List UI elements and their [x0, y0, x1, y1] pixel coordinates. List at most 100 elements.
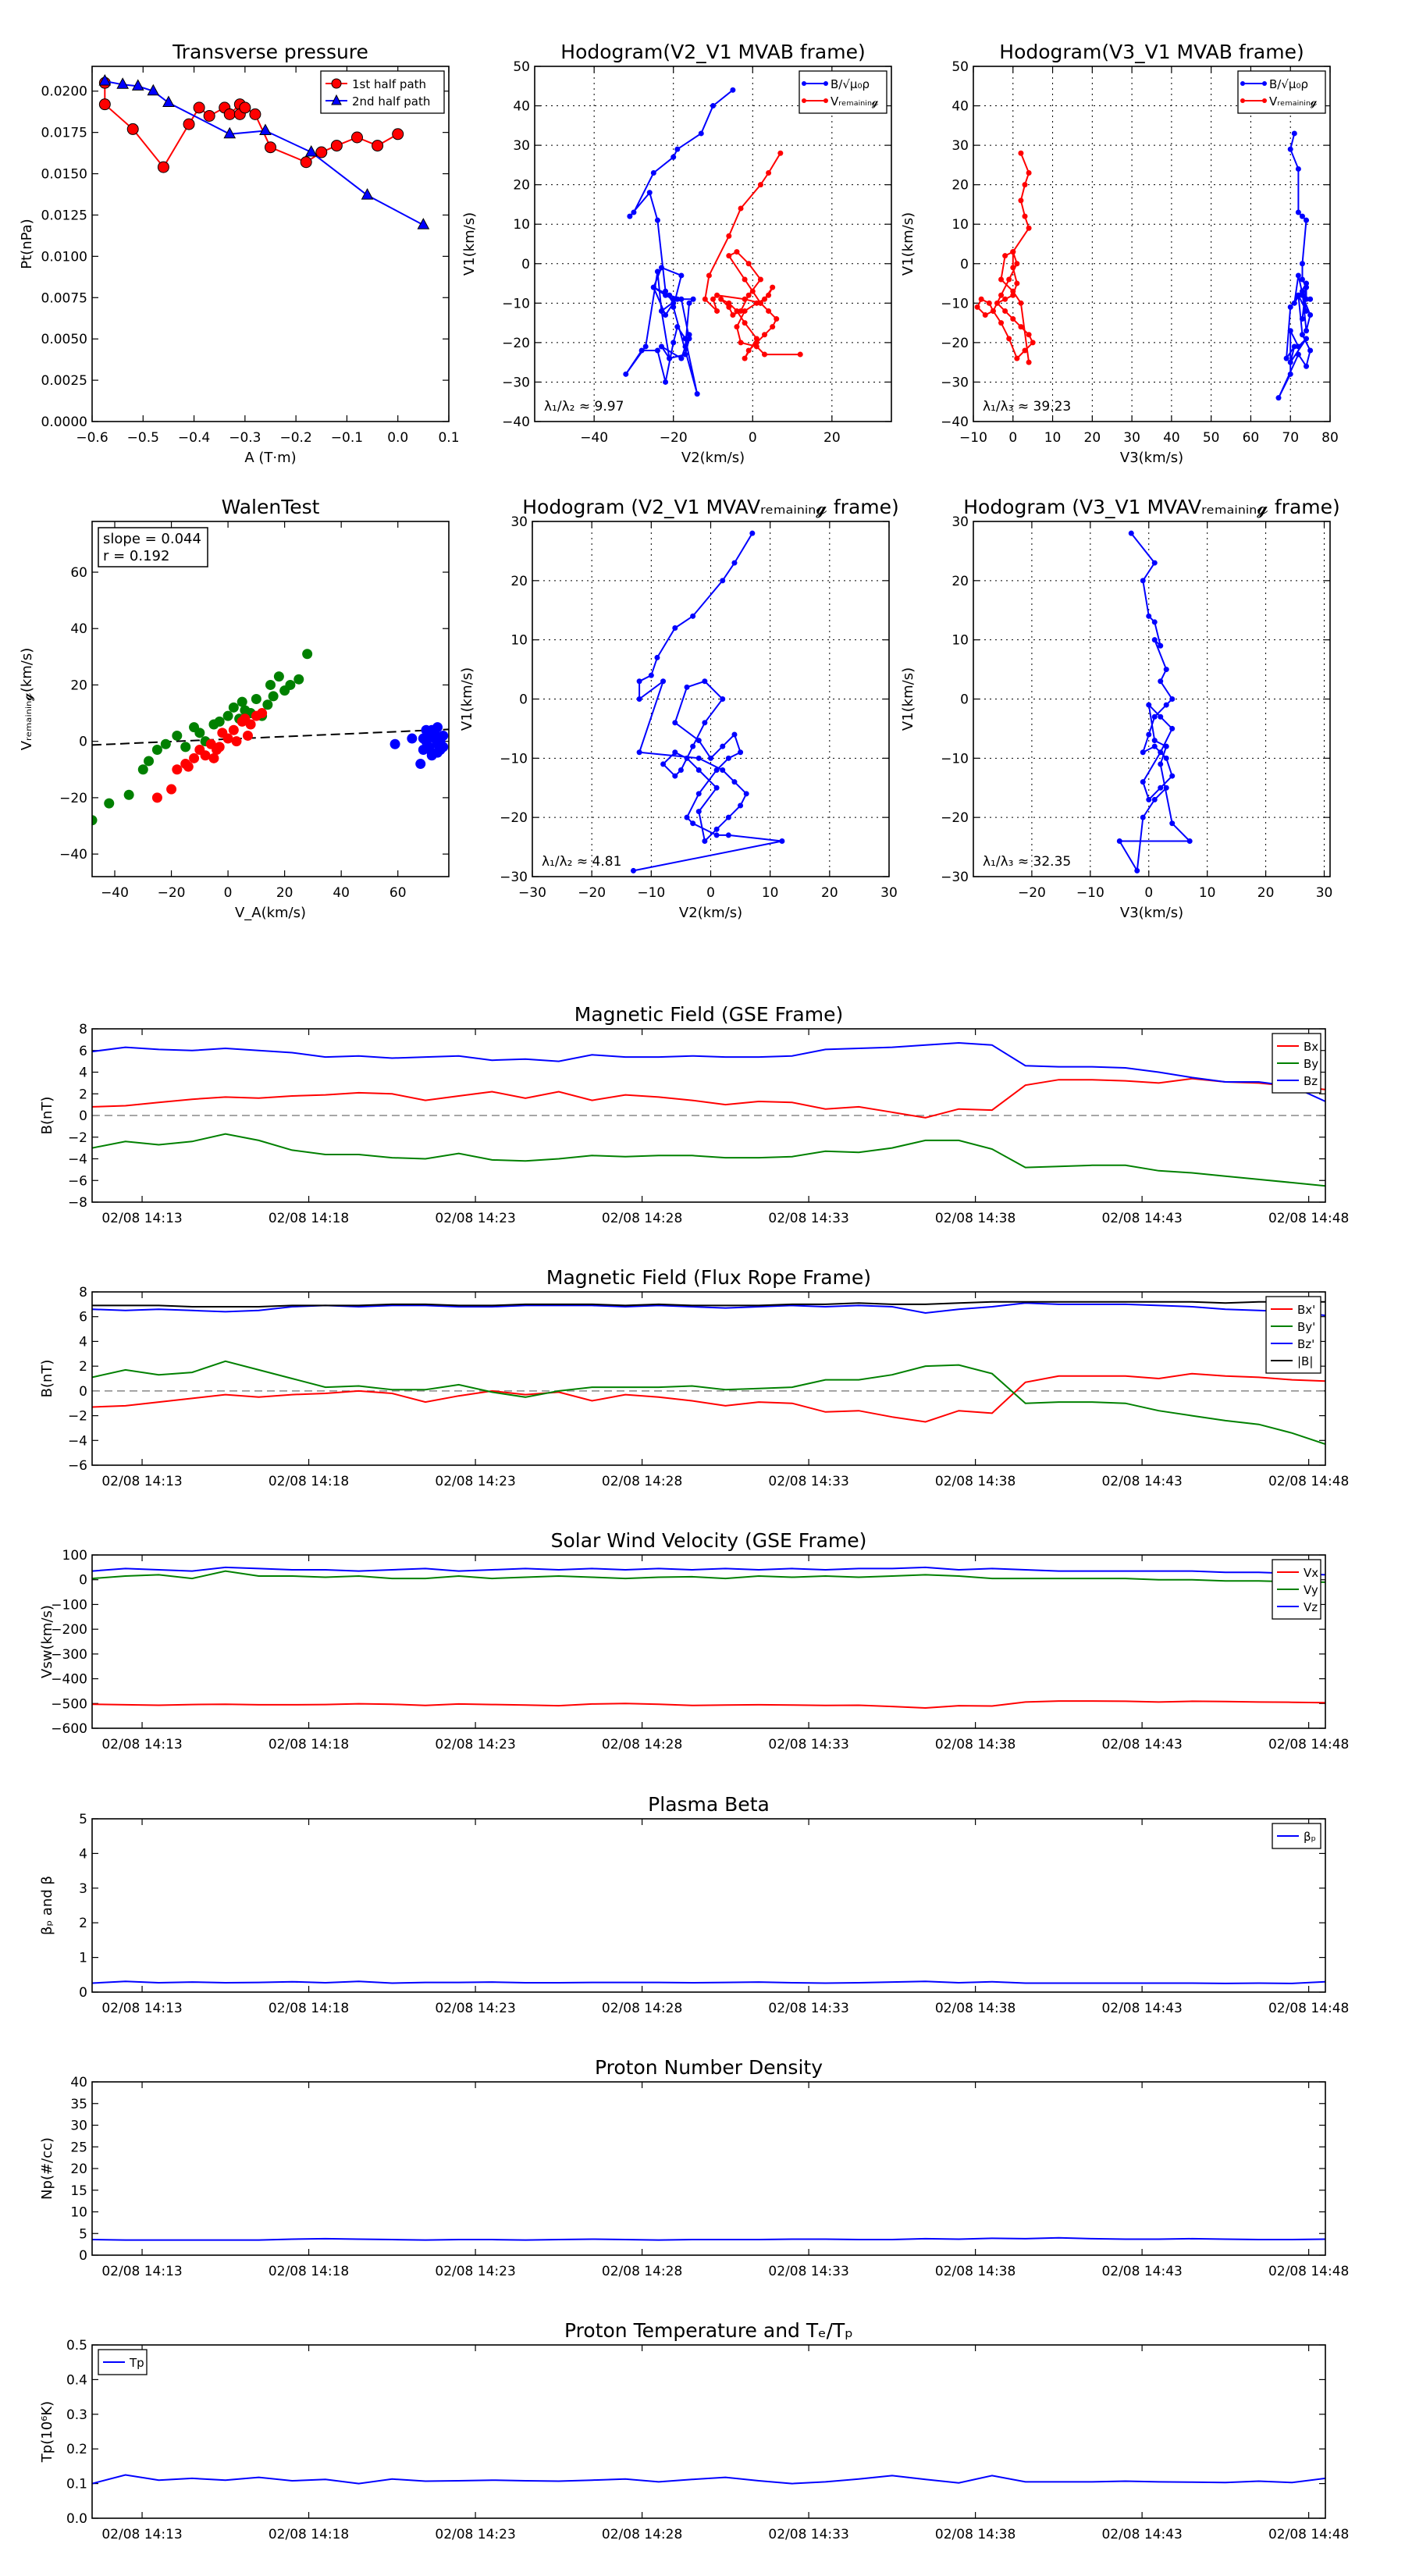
data-point — [753, 340, 759, 346]
data-point — [749, 288, 756, 294]
axes-frame — [91, 1028, 1326, 1203]
data-point — [695, 738, 702, 744]
x-tick-label: 02/08 14:28 — [602, 2001, 682, 2016]
data-point — [698, 130, 704, 137]
data-point — [228, 724, 239, 735]
x-tick-label: −20 — [158, 885, 186, 901]
data-point — [273, 671, 284, 682]
data-point — [432, 747, 443, 758]
y-tick-label: 0.3 — [66, 2407, 87, 2423]
x-tick-label: −20 — [1018, 885, 1046, 901]
y-tick-label: −400 — [51, 1672, 87, 1688]
data-point — [222, 733, 233, 744]
annotation-line: slope = 0.044 — [103, 531, 201, 547]
data-point — [678, 296, 685, 302]
data-point — [623, 371, 629, 377]
data-point — [667, 355, 673, 361]
legend-label: Vᵣₑₘₐᵢₙᵢₙ𝓰 — [1269, 94, 1318, 109]
y-tick-label: −2 — [68, 1409, 87, 1425]
data-point — [678, 272, 685, 279]
data-point — [678, 767, 684, 773]
data-point — [151, 745, 162, 755]
data-point — [998, 292, 1005, 298]
data-point — [663, 312, 669, 318]
y-tick-label: −30 — [502, 375, 530, 390]
data-point — [757, 300, 763, 306]
data-point — [738, 340, 744, 346]
y-tick-label: 0 — [79, 1573, 87, 1589]
data-point — [222, 710, 233, 721]
legend-marker — [802, 81, 806, 86]
data-point — [682, 343, 688, 350]
data-point — [1151, 637, 1158, 643]
data-point — [714, 292, 720, 298]
data-point — [1299, 288, 1305, 294]
data-point — [131, 79, 144, 91]
x-tick-label: 02/08 14:28 — [602, 2264, 682, 2279]
axes-frame — [91, 2344, 1326, 2519]
y-tick-label: −4 — [68, 1433, 87, 1449]
chart-title: Magnetic Field (Flux Rope Frame) — [546, 1266, 871, 1289]
data-point — [1295, 292, 1301, 298]
data-point — [686, 300, 692, 306]
legend-box — [1237, 70, 1326, 114]
data-point — [1169, 725, 1176, 731]
data-point — [180, 742, 191, 753]
y-tick-label: −500 — [51, 1696, 87, 1712]
data-point — [654, 217, 660, 223]
data-point — [116, 77, 130, 89]
data-point — [745, 292, 752, 298]
legend-label: Vx — [1304, 1566, 1318, 1580]
y-tick-label: 4 — [79, 1334, 87, 1350]
data-point — [1010, 249, 1016, 255]
axes-frame — [91, 1554, 1326, 1729]
data-point — [636, 749, 642, 756]
data-point — [642, 343, 649, 350]
chart-h4: Hodogram (V3_V1 MVAVᵣₑₘₐᵢₙᵢₙ𝓰 frame) −20 −… — [900, 496, 1340, 921]
data-point — [389, 738, 400, 749]
x-tick-label: 10 — [1044, 430, 1062, 446]
series-line-0 — [92, 1700, 1325, 1710]
data-point — [1002, 308, 1008, 314]
x-tick-label: 02/08 14:48 — [1268, 1737, 1349, 1752]
y-tick-label: 0.0000 — [41, 415, 87, 430]
data-point — [660, 678, 667, 685]
series-line-0 — [1118, 532, 1192, 873]
data-point — [720, 578, 726, 584]
x-tick-label: 02/08 14:33 — [768, 2527, 848, 2542]
chart-tp: Transverse pressure −0.6 −0.5 −0.4 −0.3 −0.2 −… — [19, 41, 460, 466]
data-point — [690, 296, 696, 302]
y-tick-label: −30 — [941, 375, 969, 390]
data-point — [684, 684, 690, 690]
legend-label: By' — [1297, 1320, 1315, 1334]
y-axis-label: Np(#/cc) — [39, 2137, 55, 2200]
data-point — [658, 265, 664, 271]
series-line-2 — [92, 1302, 1325, 1317]
chart-tpr: Proton Temperature and Tₑ/Tₚ 02/08 14:13 0… — [39, 2319, 1349, 2542]
y-axis-label: Pt(nPa) — [19, 219, 35, 269]
data-point — [726, 300, 732, 306]
data-point — [183, 761, 194, 772]
axes-frame — [91, 66, 450, 422]
data-point — [1022, 182, 1028, 188]
y-axis-label: Vsw(km/s) — [39, 1605, 55, 1678]
data-point — [223, 126, 237, 139]
data-point — [738, 749, 744, 756]
x-tick-label: −0.5 — [127, 430, 159, 446]
data-point — [228, 702, 239, 713]
x-tick-label: 0 — [706, 885, 715, 901]
data-point — [774, 316, 780, 322]
data-point — [978, 296, 984, 302]
data-point — [144, 756, 155, 767]
data-point — [1304, 363, 1310, 369]
data-point — [1140, 578, 1146, 584]
series-line-0 — [92, 2236, 1325, 2241]
data-point — [1304, 280, 1310, 286]
data-point — [670, 296, 677, 302]
y-tick-label: 0.0050 — [41, 332, 87, 347]
data-point — [157, 161, 169, 173]
data-point — [670, 300, 677, 306]
data-point — [259, 123, 272, 136]
data-point — [742, 320, 748, 326]
x-tick-label: 70 — [1282, 430, 1299, 446]
